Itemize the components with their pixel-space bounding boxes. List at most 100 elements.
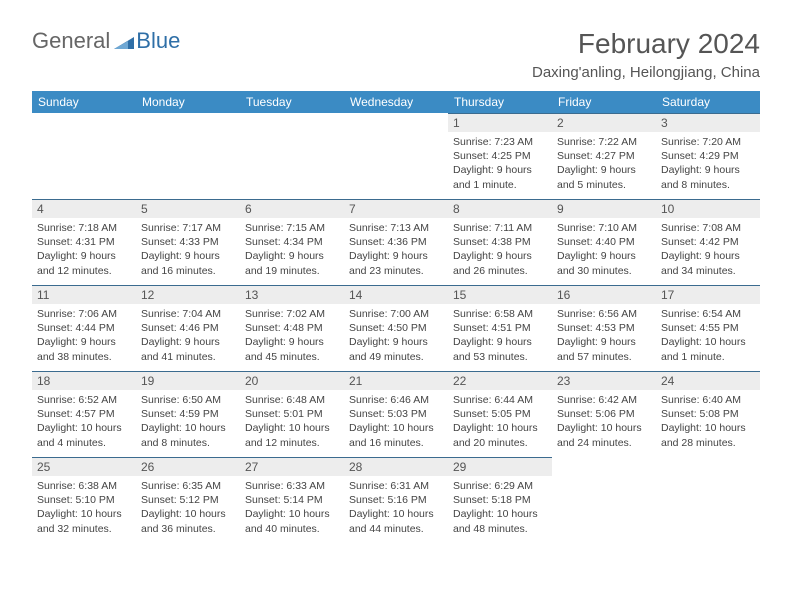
sunrise-text: Sunrise: 7:08 AM (661, 221, 755, 235)
day-details: Sunrise: 7:23 AMSunset: 4:25 PMDaylight:… (448, 132, 552, 197)
day-details: Sunrise: 6:40 AMSunset: 5:08 PMDaylight:… (656, 390, 760, 455)
day-details: Sunrise: 7:15 AMSunset: 4:34 PMDaylight:… (240, 218, 344, 283)
day-details: Sunrise: 6:42 AMSunset: 5:06 PMDaylight:… (552, 390, 656, 455)
day-number: 8 (448, 199, 552, 218)
day-details: Sunrise: 7:06 AMSunset: 4:44 PMDaylight:… (32, 304, 136, 369)
sunset-text: Sunset: 5:08 PM (661, 407, 755, 421)
calendar-day-cell: 22Sunrise: 6:44 AMSunset: 5:05 PMDayligh… (448, 371, 552, 457)
day-number: 9 (552, 199, 656, 218)
sunrise-text: Sunrise: 7:04 AM (141, 307, 235, 321)
calendar-day-cell: 27Sunrise: 6:33 AMSunset: 5:14 PMDayligh… (240, 457, 344, 543)
daylight-text: Daylight: 10 hours and 28 minutes. (661, 421, 755, 449)
daylight-text: Daylight: 10 hours and 24 minutes. (557, 421, 651, 449)
sunset-text: Sunset: 5:01 PM (245, 407, 339, 421)
calendar-week-row: 25Sunrise: 6:38 AMSunset: 5:10 PMDayligh… (32, 457, 760, 543)
day-number: 19 (136, 371, 240, 390)
sunrise-text: Sunrise: 6:31 AM (349, 479, 443, 493)
sunrise-text: Sunrise: 7:15 AM (245, 221, 339, 235)
day-number: 13 (240, 285, 344, 304)
sunset-text: Sunset: 4:55 PM (661, 321, 755, 335)
day-details: Sunrise: 6:29 AMSunset: 5:18 PMDaylight:… (448, 476, 552, 541)
sunset-text: Sunset: 4:36 PM (349, 235, 443, 249)
sunrise-text: Sunrise: 6:35 AM (141, 479, 235, 493)
day-number: 1 (448, 113, 552, 132)
sunset-text: Sunset: 4:59 PM (141, 407, 235, 421)
day-details: Sunrise: 6:56 AMSunset: 4:53 PMDaylight:… (552, 304, 656, 369)
calendar-day-cell: 11Sunrise: 7:06 AMSunset: 4:44 PMDayligh… (32, 285, 136, 371)
calendar-day-cell: 4Sunrise: 7:18 AMSunset: 4:31 PMDaylight… (32, 199, 136, 285)
day-details: Sunrise: 6:44 AMSunset: 5:05 PMDaylight:… (448, 390, 552, 455)
day-number: 20 (240, 371, 344, 390)
day-number: 12 (136, 285, 240, 304)
sunrise-text: Sunrise: 6:58 AM (453, 307, 547, 321)
calendar-day-cell: . (656, 457, 760, 543)
daylight-text: Daylight: 10 hours and 48 minutes. (453, 507, 547, 535)
day-details: Sunrise: 6:52 AMSunset: 4:57 PMDaylight:… (32, 390, 136, 455)
sunrise-text: Sunrise: 7:18 AM (37, 221, 131, 235)
sunrise-text: Sunrise: 6:33 AM (245, 479, 339, 493)
daylight-text: Daylight: 9 hours and 26 minutes. (453, 249, 547, 277)
weekday-header: Saturday (656, 91, 760, 113)
day-number: 27 (240, 457, 344, 476)
daylight-text: Daylight: 10 hours and 32 minutes. (37, 507, 131, 535)
day-number: 6 (240, 199, 344, 218)
calendar-day-cell: 12Sunrise: 7:04 AMSunset: 4:46 PMDayligh… (136, 285, 240, 371)
sunrise-text: Sunrise: 6:48 AM (245, 393, 339, 407)
day-details: Sunrise: 7:22 AMSunset: 4:27 PMDaylight:… (552, 132, 656, 197)
daylight-text: Daylight: 10 hours and 44 minutes. (349, 507, 443, 535)
day-number: 4 (32, 199, 136, 218)
daylight-text: Daylight: 9 hours and 45 minutes. (245, 335, 339, 363)
logo-text-general: General (32, 28, 110, 54)
sunrise-text: Sunrise: 7:17 AM (141, 221, 235, 235)
daylight-text: Daylight: 9 hours and 23 minutes. (349, 249, 443, 277)
day-number: 29 (448, 457, 552, 476)
day-number: 26 (136, 457, 240, 476)
day-number: 17 (656, 285, 760, 304)
month-title: February 2024 (532, 28, 760, 60)
day-details: Sunrise: 6:58 AMSunset: 4:51 PMDaylight:… (448, 304, 552, 369)
sunset-text: Sunset: 5:16 PM (349, 493, 443, 507)
sunset-text: Sunset: 5:05 PM (453, 407, 547, 421)
calendar-header-row: SundayMondayTuesdayWednesdayThursdayFrid… (32, 91, 760, 113)
weekday-header: Friday (552, 91, 656, 113)
sunset-text: Sunset: 4:40 PM (557, 235, 651, 249)
calendar-day-cell: 3Sunrise: 7:20 AMSunset: 4:29 PMDaylight… (656, 113, 760, 199)
sunset-text: Sunset: 4:53 PM (557, 321, 651, 335)
day-details: Sunrise: 6:48 AMSunset: 5:01 PMDaylight:… (240, 390, 344, 455)
day-details: Sunrise: 6:35 AMSunset: 5:12 PMDaylight:… (136, 476, 240, 541)
sunset-text: Sunset: 4:33 PM (141, 235, 235, 249)
calendar-table: SundayMondayTuesdayWednesdayThursdayFrid… (32, 91, 760, 543)
calendar-day-cell: 14Sunrise: 7:00 AMSunset: 4:50 PMDayligh… (344, 285, 448, 371)
calendar-day-cell: 7 Sunrise: 7:13 AMSunset: 4:36 PMDaylight… (344, 199, 448, 285)
calendar-day-cell: 19Sunrise: 6:50 AMSunset: 4:59 PMDayligh… (136, 371, 240, 457)
logo-mark-icon (114, 31, 134, 52)
calendar-day-cell: 1Sunrise: 7:23 AMSunset: 4:25 PMDaylight… (448, 113, 552, 199)
calendar-day-cell: 9Sunrise: 7:10 AMSunset: 4:40 PMDaylight… (552, 199, 656, 285)
sunrise-text: Sunrise: 7:13 AM (349, 221, 443, 235)
day-number: 5 (136, 199, 240, 218)
daylight-text: Daylight: 9 hours and 8 minutes. (661, 163, 755, 191)
daylight-text: Daylight: 10 hours and 12 minutes. (245, 421, 339, 449)
sunrise-text: Sunrise: 7:06 AM (37, 307, 131, 321)
daylight-text: Daylight: 9 hours and 53 minutes. (453, 335, 547, 363)
header: General Blue February 2024 Daxing'anling… (32, 28, 760, 81)
logo-text-blue: Blue (136, 28, 180, 54)
day-details: Sunrise: 7:02 AMSunset: 4:48 PMDaylight:… (240, 304, 344, 369)
daylight-text: Daylight: 10 hours and 40 minutes. (245, 507, 339, 535)
daylight-text: Daylight: 10 hours and 1 minute. (661, 335, 755, 363)
calendar-day-cell: 2Sunrise: 7:22 AMSunset: 4:27 PMDaylight… (552, 113, 656, 199)
sunset-text: Sunset: 4:44 PM (37, 321, 131, 335)
daylight-text: Daylight: 9 hours and 49 minutes. (349, 335, 443, 363)
calendar-day-cell: 8Sunrise: 7:11 AMSunset: 4:38 PMDaylight… (448, 199, 552, 285)
sunrise-text: Sunrise: 6:52 AM (37, 393, 131, 407)
sunset-text: Sunset: 4:48 PM (245, 321, 339, 335)
daylight-text: Daylight: 9 hours and 41 minutes. (141, 335, 235, 363)
calendar-day-cell: 24Sunrise: 6:40 AMSunset: 5:08 PMDayligh… (656, 371, 760, 457)
calendar-day-cell: 16Sunrise: 6:56 AMSunset: 4:53 PMDayligh… (552, 285, 656, 371)
day-number: 7 (344, 199, 448, 218)
calendar-day-cell: . (240, 113, 344, 199)
sunset-text: Sunset: 5:12 PM (141, 493, 235, 507)
day-details: Sunrise: 7:10 AMSunset: 4:40 PMDaylight:… (552, 218, 656, 283)
day-details: Sunrise: 7:20 AMSunset: 4:29 PMDaylight:… (656, 132, 760, 197)
daylight-text: Daylight: 9 hours and 38 minutes. (37, 335, 131, 363)
